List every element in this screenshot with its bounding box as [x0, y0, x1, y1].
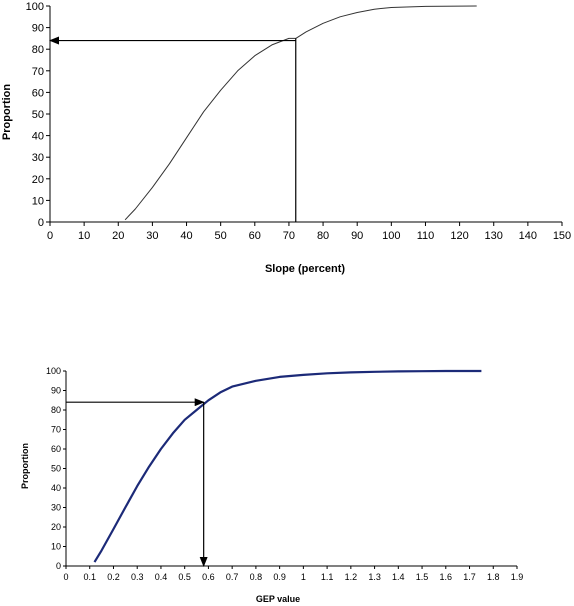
chart-bottom-y-tick-label: 0	[56, 561, 61, 571]
chart-bottom-y-tick-label: 10	[51, 542, 61, 552]
chart-top-x-tick-label: 150	[553, 230, 571, 242]
chart-bottom-x-tick-label: 1.2	[345, 572, 358, 582]
chart-bottom-x-tick-label: 0.5	[178, 572, 191, 582]
chart-bottom-x-tick-label: 1.8	[487, 572, 500, 582]
chart-top-ylabel: Proportion	[1, 84, 13, 140]
chart-bottom-x-tick-label: 0.9	[273, 572, 286, 582]
chart-bottom-series-line	[93, 369, 482, 563]
chart-top-x-tick-label: 70	[283, 230, 295, 242]
chart-bottom-y-tick-label: 50	[51, 464, 61, 474]
chart-top-x-tick-label: 0	[47, 230, 53, 242]
chart-bottom-x-tick-label: 0.8	[250, 572, 263, 582]
chart-top-x-tick-label: 130	[485, 230, 503, 242]
chart-top-y-tick-label: 30	[32, 152, 44, 164]
chart-top-y-tick-label: 100	[26, 1, 44, 13]
chart-bottom-x-tick-label: 1.3	[368, 572, 381, 582]
chart-bottom-x-tick-label: 1	[301, 572, 306, 582]
chart-bottom-ylabel: Proportion	[20, 443, 30, 489]
chart-bottom-x-tick-label: 0.4	[155, 572, 168, 582]
chart-top-x-tick-label: 140	[519, 230, 537, 242]
chart-bottom-y-tick-label: 70	[51, 425, 61, 435]
chart-bottom-x-tick-label: 0.1	[83, 572, 96, 582]
chart-top-x-tick-label: 60	[249, 230, 261, 242]
chart-bottom-xlabel: GEP value	[256, 594, 300, 604]
chart-top-y-tick-label: 90	[32, 23, 44, 35]
chart-bottom-x-tick-label: 1.6	[440, 572, 453, 582]
chart-top-y-tick-label: 70	[32, 66, 44, 78]
chart-top-y-tick-label: 20	[32, 174, 44, 186]
chart-top-x-tick-label: 100	[382, 230, 400, 242]
chart-bottom-x-tick-label: 0.2	[107, 572, 120, 582]
chart-top-x-tick-label: 90	[351, 230, 363, 242]
chart-top-y-tick-label: 10	[32, 195, 44, 207]
chart-bottom-x-tick-label: 1.9	[511, 572, 524, 582]
chart-top-y-tick-label: 0	[38, 217, 44, 229]
chart-bottom-x-tick-label: 0	[63, 572, 68, 582]
chart-bottom-y-tick-label: 80	[51, 405, 61, 415]
chart-bottom-y-tick-label: 90	[51, 386, 61, 396]
chart-top: Slope (percent) Proportion 0 10 20 30 40 50 60…	[1, 1, 571, 275]
chart-bottom-x-tick-label: 0.3	[131, 572, 144, 582]
chart-bottom-x-tick-label: 1.7	[463, 572, 476, 582]
chart-top-y-tick-label: 80	[32, 44, 44, 56]
chart-bottom: GEP value Proportion 0 0.1 0.2 0.3 0.4 0.5 0.6…	[20, 366, 523, 604]
chart-bottom-y-tick-label: 30	[51, 503, 61, 513]
chart-bottom-x-tick-label: 1.1	[321, 572, 334, 582]
chart-bottom-y-tick-label: 60	[51, 444, 61, 454]
chart-top-x-tick-label: 40	[180, 230, 192, 242]
chart-top-x-tick-label: 80	[317, 230, 329, 242]
chart-bottom-y-tick-label: 20	[51, 522, 61, 532]
chart-top-x-tick-label: 20	[112, 230, 124, 242]
chart-top-x-tick-label: 120	[450, 230, 468, 242]
chart-bottom-x-tick-label: 1.5	[416, 572, 429, 582]
chart-bottom-x-tick-label: 1.4	[392, 572, 405, 582]
chart-top-y-tick-label: 60	[32, 87, 44, 99]
chart-top-x-tick-label: 110	[417, 230, 435, 242]
chart-bottom-y-tick-label: 100	[46, 366, 61, 376]
chart-top-x-tick-label: 30	[146, 230, 158, 242]
chart-bottom-x-tick-label: 0.6	[202, 572, 215, 582]
chart-top-x-tick-label: 10	[78, 230, 90, 242]
chart-bottom-x-tick-label: 0.7	[226, 572, 239, 582]
chart-top-x-tick-label: 50	[215, 230, 227, 242]
chart-top-series-line	[124, 5, 477, 221]
chart-top-y-tick-label: 40	[32, 131, 44, 143]
chart-top-xlabel: Slope (percent)	[265, 263, 345, 275]
chart-bottom-y-tick-label: 40	[51, 483, 61, 493]
chart-top-y-tick-label: 50	[32, 109, 44, 121]
